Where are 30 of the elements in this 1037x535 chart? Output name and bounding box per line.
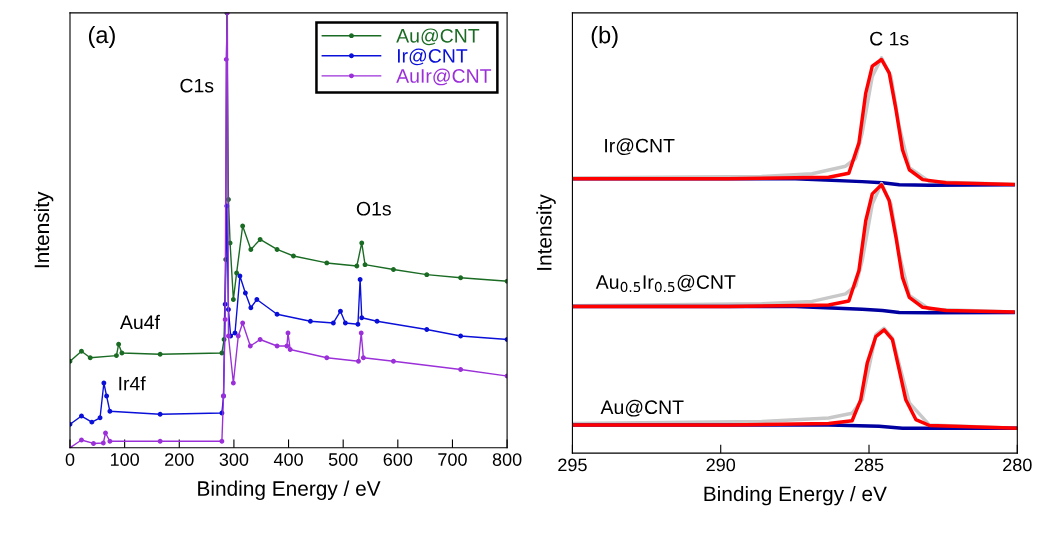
legend-label: Ir@CNT [397, 48, 468, 66]
x-tick-label: 700 [438, 453, 467, 466]
text: C 1s [870, 31, 909, 46]
legend-label: Au@CNT [396, 28, 480, 46]
x-tick-label: 290 [706, 458, 736, 472]
text: (b) [591, 26, 618, 49]
annotation: Ir4f [119, 376, 146, 391]
x-tick-label: 500 [328, 453, 358, 466]
x-axis-title: Binding Energy / eV [704, 485, 887, 506]
annotation: (a) [88, 25, 115, 48]
annotation: O1s [356, 201, 391, 216]
annotation: Au$_{0.5}$Ir$_{0.5}$@CNT [595, 274, 736, 293]
x-tick-label: 285 [854, 458, 884, 472]
x-tick-label: 280 [1003, 458, 1032, 472]
annotation: C1s [180, 78, 214, 93]
x-tick-label: 295 [558, 458, 587, 472]
x-tick-label: 100 [110, 453, 139, 466]
legend-label: AuIr@CNT [396, 68, 492, 86]
x-axis-title: Binding Energy / eV [198, 480, 381, 501]
x-tick-label: 0 [65, 453, 75, 466]
annotation: Ir@CNT [605, 138, 675, 156]
x-tick-label: 400 [273, 453, 303, 466]
x-tick-label: 300 [219, 453, 249, 466]
y-axis-title: Intensity [536, 194, 556, 270]
x-tick-label: 800 [492, 453, 522, 466]
y-axis-title: Intensity [33, 191, 54, 268]
annotation: Au@CNT [600, 399, 684, 417]
x-tick-label: 600 [383, 453, 413, 466]
x-tick-label: 200 [165, 453, 194, 466]
annotation: Au4f [119, 314, 160, 330]
